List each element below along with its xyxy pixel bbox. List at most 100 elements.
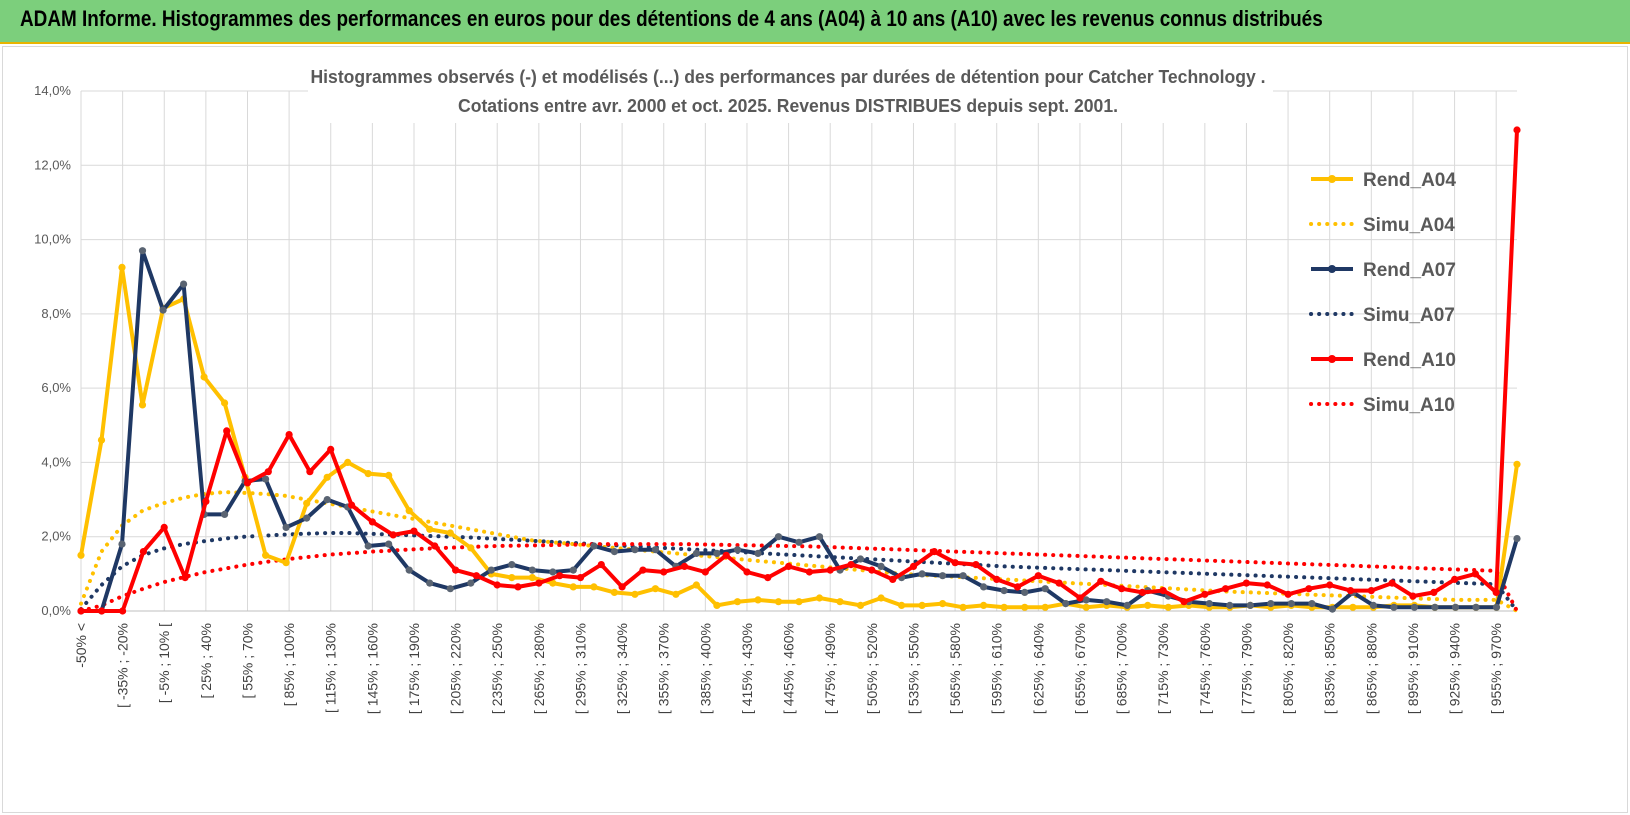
data-point-rend-a07 [610, 548, 619, 556]
data-point-rend-a04 [282, 559, 290, 567]
x-tick-label: [ 835% ; 850% [1322, 623, 1338, 714]
data-point-rend-a07 [1513, 535, 1521, 543]
data-point-rend-a10 [722, 551, 730, 559]
legend: Rend_A04 Simu_A04 Rend_A07 Simu_A07 Rend_A10… [1309, 170, 1456, 416]
data-point-rend-a04 [672, 590, 680, 598]
x-tick-label: [ 715% ; 730% [1155, 623, 1171, 714]
data-point-rend-a10 [452, 566, 460, 574]
data-point-rend-a10 [1138, 588, 1146, 597]
data-point-rend-a04 [221, 399, 229, 407]
data-point-rend-a07 [1041, 585, 1049, 593]
data-point-rend-a07 [180, 280, 188, 288]
series-line-rend-a10 [81, 129, 1519, 613]
x-tick-label: [ 565% ; 580% [947, 623, 963, 714]
x-tick-label: [ 595% ; 610% [989, 623, 1005, 714]
x-tick-label: [ 955% ; 970% [1488, 623, 1504, 714]
x-tick-label: [ 865% ; 880% [1363, 623, 1379, 714]
data-point-rend-a10 [389, 531, 397, 539]
data-point-rend-a04 [77, 551, 85, 559]
data-point-rend-a04 [856, 601, 865, 610]
data-point-rend-a07 [1082, 596, 1090, 604]
data-point-rend-a07 [754, 549, 762, 557]
data-point-rend-a10 [306, 468, 314, 476]
data-point-rend-a10 [493, 581, 501, 589]
x-tick-label: [ 535% ; 550% [905, 623, 921, 714]
legend-entry-simu-a04: Simu_A04 [1309, 215, 1455, 236]
data-point-rend-a07 [1431, 603, 1439, 611]
x-tick-label: [ 625% ; 640% [1030, 623, 1046, 714]
x-tick-label: [ 655% ; 670% [1072, 623, 1088, 714]
data-point-rend-a07 [1410, 603, 1418, 611]
data-point-rend-a04 [590, 583, 598, 591]
data-point-rend-a04 [980, 601, 988, 610]
y-tick-label: 12,0% [34, 157, 71, 172]
data-series [77, 126, 1521, 615]
legend-entry-rend-a04: Rend_A04 [1311, 170, 1456, 191]
x-tick-label: [ 355% ; 370% [656, 623, 672, 714]
x-tick-label: [ 745% ; 760% [1197, 623, 1213, 714]
data-point-rend-a07 [692, 549, 701, 557]
data-point-rend-a10 [951, 559, 959, 567]
data-point-rend-a07 [385, 540, 393, 548]
report-banner: ADAM Informe. Histogrammes des performan… [0, 0, 1630, 44]
x-tick-label: [ 685% ; 700% [1114, 623, 1130, 714]
data-point-rend-a07 [549, 568, 557, 576]
series-line-rend-a04 [79, 265, 1519, 610]
x-tick-label: [ 415% ; 430% [739, 623, 755, 714]
legend-marker [1328, 175, 1336, 183]
data-point-rend-a07 [590, 542, 598, 550]
x-tick-label: [ 895% ; 910% [1405, 623, 1421, 714]
data-point-rend-a10 [1513, 126, 1521, 134]
data-point-rend-a10 [1159, 587, 1167, 595]
data-point-rend-a07 [1451, 603, 1460, 611]
data-point-rend-a10 [181, 574, 189, 582]
data-point-rend-a04 [651, 585, 660, 593]
data-point-rend-a10 [660, 568, 668, 576]
data-point-rend-a10 [119, 607, 127, 615]
data-point-rend-a10 [1388, 579, 1396, 587]
data-point-rend-a10 [701, 568, 709, 576]
data-point-rend-a10 [1346, 587, 1355, 595]
data-point-rend-a07 [774, 533, 783, 541]
data-point-rend-a07 [1246, 601, 1254, 610]
data-point-rend-a10 [889, 575, 897, 584]
data-point-rend-a07 [1205, 600, 1213, 608]
data-point-rend-a04 [1041, 603, 1049, 611]
data-point-rend-a07 [939, 572, 947, 580]
data-point-rend-a04 [528, 574, 536, 582]
data-point-rend-a10 [972, 561, 980, 569]
data-point-rend-a04 [97, 436, 106, 444]
x-tick-label: [ 115% ; 130% [323, 623, 339, 713]
x-tick-label: [ 295% ; 310% [572, 623, 588, 714]
chart-title-line2: Cotations entre avr. 2000 et oct. 2025. … [458, 96, 1118, 116]
legend-marker [1328, 265, 1336, 273]
data-point-rend-a10 [993, 575, 1001, 584]
data-point-rend-a10 [1430, 588, 1438, 597]
data-point-rend-a07 [303, 514, 311, 522]
data-point-rend-a07 [795, 538, 803, 546]
y-tick-label: 8,0% [41, 306, 71, 321]
data-point-rend-a07 [651, 546, 660, 554]
x-tick-label: [ 445% ; 460% [781, 623, 797, 714]
data-point-rend-a04 [200, 373, 208, 381]
data-point-rend-a04 [344, 458, 352, 466]
x-tick-label: [ 775% ; 790% [1238, 623, 1254, 714]
data-point-rend-a04 [1144, 601, 1152, 610]
data-point-rend-a10 [764, 574, 772, 582]
x-tick-label: [ 325% ; 340% [614, 623, 630, 714]
data-point-rend-a04 [446, 529, 454, 537]
x-tick-label: [ 925% ; 940% [1447, 623, 1463, 714]
legend-entry-rend-a10: Rend_A10 [1311, 350, 1456, 371]
data-point-rend-a10 [868, 566, 876, 574]
data-point-rend-a07 [631, 546, 639, 554]
legend-entry-simu-a07: Simu_A07 [1309, 305, 1455, 326]
data-point-rend-a04 [405, 507, 413, 515]
data-point-rend-a10 [743, 568, 751, 576]
data-point-rend-a07 [221, 510, 229, 518]
x-tick-label: [ 55% ; 70% [239, 623, 255, 699]
data-point-rend-a10 [1097, 577, 1105, 585]
x-tick-label: [ 805% ; 820% [1280, 623, 1296, 714]
data-point-rend-a04 [631, 590, 639, 598]
x-tick-label: -50% < [73, 623, 89, 668]
data-point-rend-a04 [939, 600, 947, 608]
